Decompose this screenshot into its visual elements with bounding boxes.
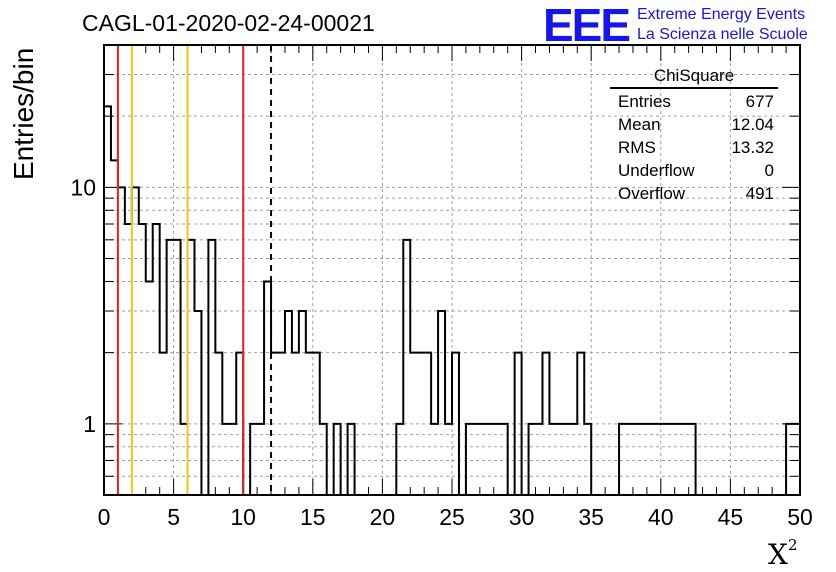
stats-label: Entries bbox=[618, 92, 671, 111]
stats-value: 12.04 bbox=[731, 115, 774, 134]
x-tick-label: 25 bbox=[439, 504, 465, 530]
x-tick-label: 5 bbox=[167, 504, 180, 530]
eee-logo: EEE bbox=[543, 0, 631, 51]
histogram-series bbox=[103, 105, 801, 496]
stats-label: Underflow bbox=[618, 161, 695, 180]
stats-value: 13.32 bbox=[731, 138, 774, 157]
stats-box: ChiSquare Entries 677 Mean 12.04 RMS 13.32 … bbox=[610, 66, 778, 205]
stats-row: Overflow 491 bbox=[610, 182, 778, 205]
stats-row: Entries 677 bbox=[610, 90, 778, 113]
chart-title: CAGL-01-2020-02-24-00021 bbox=[82, 10, 375, 36]
stats-row: Underflow 0 bbox=[610, 159, 778, 182]
x-tick-label: 15 bbox=[300, 504, 326, 530]
x-tick-label: 35 bbox=[578, 504, 604, 530]
x-axis-label-text: X bbox=[768, 538, 788, 571]
x-tick-label: 0 bbox=[98, 504, 111, 530]
x-tick-label: 40 bbox=[648, 504, 674, 530]
stats-label: RMS bbox=[618, 138, 656, 157]
stats-value: 491 bbox=[745, 184, 774, 203]
x-tick-label: 20 bbox=[370, 504, 396, 530]
x-tick-label: 45 bbox=[718, 504, 744, 530]
x-tick-label: 50 bbox=[787, 504, 813, 530]
logo-line-1: Extreme Energy Events bbox=[637, 6, 806, 23]
stats-label: Overflow bbox=[618, 184, 686, 203]
logo-line-2: La Scienza nelle Scuole bbox=[637, 26, 808, 43]
stats-label: Mean bbox=[618, 115, 661, 134]
stats-value: 677 bbox=[745, 92, 774, 111]
x-axis-label-superscript: 2 bbox=[787, 536, 798, 554]
stats-row: RMS 13.32 bbox=[610, 136, 778, 159]
y-axis-label: Entries/bin bbox=[8, 47, 39, 180]
stats-row: Mean 12.04 bbox=[610, 113, 778, 136]
stats-value: 0 bbox=[764, 161, 774, 180]
stats-title: ChiSquare bbox=[610, 66, 778, 89]
plot-frame bbox=[103, 44, 801, 496]
y-tick-label: 1 bbox=[83, 411, 96, 437]
x-tick-label: 10 bbox=[230, 504, 256, 530]
x-tick-label: 30 bbox=[509, 504, 535, 530]
y-tick-label: 10 bbox=[70, 174, 96, 200]
x-axis-label: X2 bbox=[768, 536, 797, 571]
